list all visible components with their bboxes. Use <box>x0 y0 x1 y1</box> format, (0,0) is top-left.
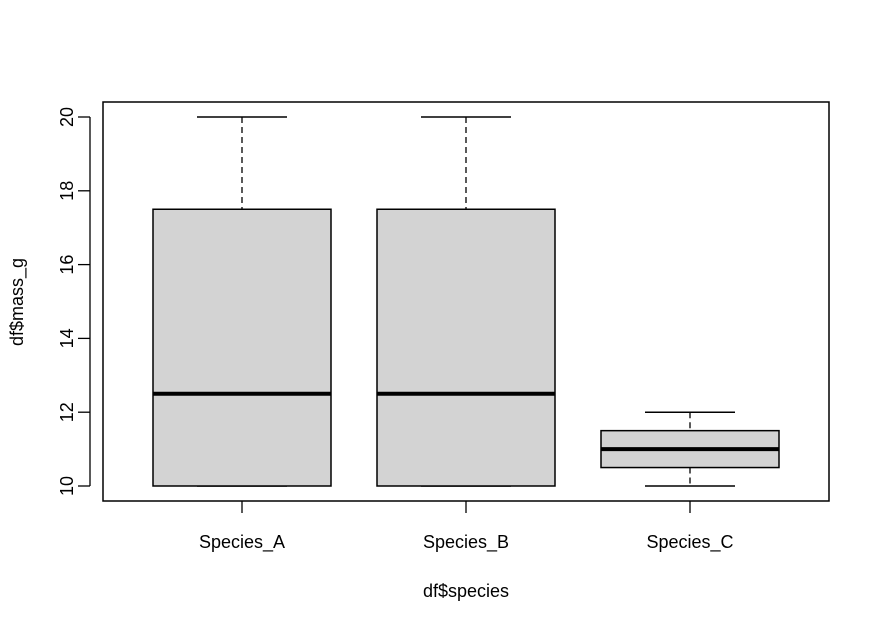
y-tick-label: 20 <box>57 107 77 127</box>
y-tick-label: 12 <box>57 402 77 422</box>
x-tick-label: Species_C <box>646 532 733 553</box>
box-species-c <box>600 411 780 487</box>
x-axis: Species_A Species_B Species_C <box>199 501 734 553</box>
x-tick-label: Species_A <box>199 532 285 553</box>
iqr-box <box>152 208 332 487</box>
y-tick-label: 16 <box>57 255 77 275</box>
iqr-box <box>376 208 556 487</box>
box-species-a <box>152 116 332 487</box>
box-species-b <box>376 116 556 487</box>
y-axis: 10 12 14 16 18 20 <box>57 107 91 496</box>
plot-area <box>102 101 830 502</box>
x-tick-label: Species_B <box>423 532 509 553</box>
y-axis-label: df$mass_g <box>7 258 28 346</box>
y-tick-label: 18 <box>57 181 77 201</box>
y-tick-label: 14 <box>57 328 77 348</box>
x-axis-label: df$species <box>423 581 509 601</box>
y-tick-label: 10 <box>57 476 77 496</box>
